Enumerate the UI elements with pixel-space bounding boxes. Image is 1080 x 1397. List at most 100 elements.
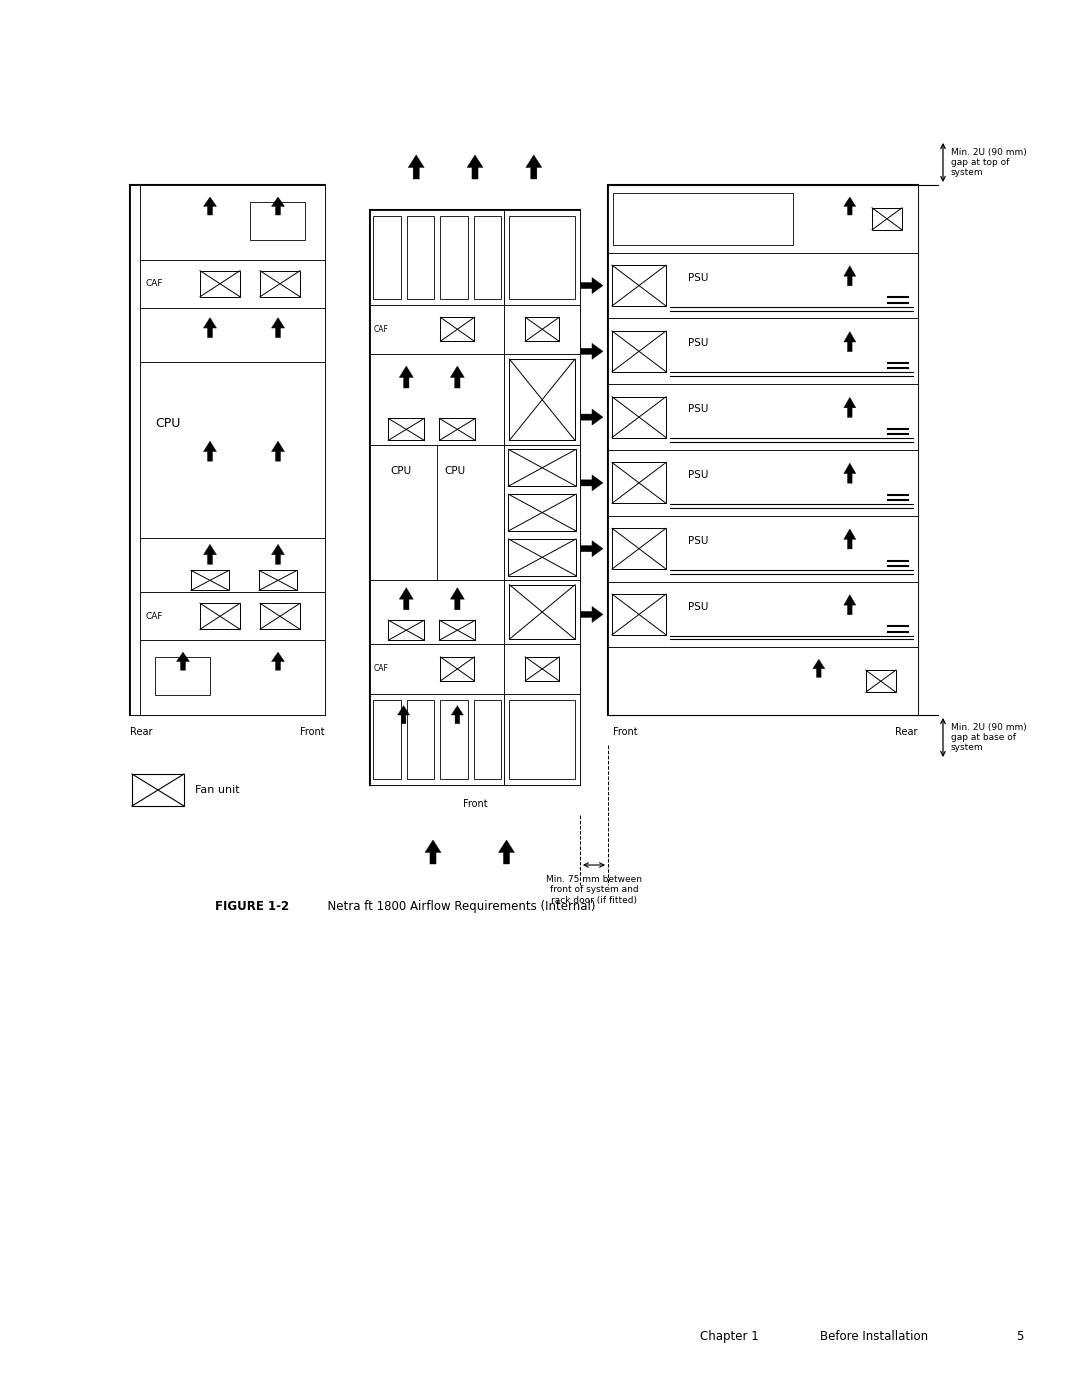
Polygon shape	[450, 588, 464, 609]
Text: Fan unit: Fan unit	[195, 785, 240, 795]
Text: PSU: PSU	[688, 536, 708, 546]
Polygon shape	[581, 475, 603, 490]
Text: Min. 2U (90 mm)
gap at top of
system: Min. 2U (90 mm) gap at top of system	[951, 148, 1027, 177]
Bar	[509, 539, 576, 576]
Bar	[140, 184, 325, 260]
Polygon shape	[581, 278, 603, 293]
Text: Front: Front	[300, 726, 325, 738]
Bar	[389, 418, 424, 440]
Text: CPU: CPU	[444, 465, 465, 475]
Polygon shape	[271, 197, 284, 215]
Bar	[260, 604, 300, 629]
Bar	[406, 700, 434, 780]
Bar	[525, 657, 559, 680]
Bar	[866, 671, 895, 692]
Polygon shape	[499, 840, 514, 863]
Bar	[504, 305, 580, 353]
Text: PSU: PSU	[688, 469, 708, 481]
Polygon shape	[400, 366, 414, 388]
Polygon shape	[271, 441, 284, 461]
Bar	[373, 217, 401, 299]
Bar	[504, 446, 580, 580]
Bar	[200, 271, 240, 296]
Bar	[249, 203, 305, 240]
Bar	[510, 217, 575, 299]
Text: FIGURE 1-2: FIGURE 1-2	[215, 900, 289, 914]
Bar	[140, 307, 325, 362]
Polygon shape	[813, 659, 825, 678]
Bar	[612, 265, 666, 306]
Bar	[440, 620, 475, 640]
Polygon shape	[581, 344, 603, 359]
Polygon shape	[467, 155, 483, 179]
Bar	[370, 210, 504, 305]
Bar	[130, 184, 140, 715]
Bar	[510, 585, 575, 640]
Text: CPU: CPU	[156, 416, 180, 430]
Bar	[260, 271, 300, 296]
Bar	[612, 397, 666, 437]
Bar	[612, 528, 666, 569]
Bar	[608, 184, 918, 715]
Bar	[612, 462, 666, 503]
Bar	[509, 450, 576, 486]
Bar	[441, 657, 474, 680]
Text: PSU: PSU	[688, 602, 708, 612]
Bar	[441, 700, 468, 780]
Text: Netra ft 1800 Airflow Requirements (Internal): Netra ft 1800 Airflow Requirements (Inte…	[320, 900, 595, 914]
Bar	[140, 592, 325, 640]
Bar	[474, 217, 501, 299]
Bar	[525, 317, 559, 341]
Polygon shape	[203, 441, 216, 461]
Polygon shape	[451, 705, 463, 724]
Bar	[200, 604, 240, 629]
Bar	[370, 446, 504, 580]
Bar	[872, 208, 902, 231]
Polygon shape	[450, 366, 464, 388]
Polygon shape	[176, 652, 189, 671]
Text: Min. 2U (90 mm)
gap at base of
system: Min. 2U (90 mm) gap at base of system	[951, 722, 1027, 753]
Bar	[406, 217, 434, 299]
Text: Chapter 1: Chapter 1	[700, 1330, 759, 1343]
Bar	[608, 581, 918, 647]
Polygon shape	[400, 588, 414, 609]
Polygon shape	[271, 652, 284, 671]
Bar	[510, 359, 575, 440]
Bar	[440, 418, 475, 440]
Bar	[474, 700, 501, 780]
Bar	[612, 331, 666, 372]
Text: PSU: PSU	[688, 404, 708, 415]
Text: CAF: CAF	[374, 324, 389, 334]
Bar	[613, 193, 793, 244]
Bar	[370, 353, 504, 446]
Polygon shape	[203, 545, 216, 564]
Text: CAF: CAF	[145, 612, 162, 620]
Bar	[156, 657, 210, 696]
Bar	[140, 640, 325, 715]
Bar	[504, 694, 580, 785]
Bar	[504, 644, 580, 694]
Bar	[504, 210, 580, 305]
Bar	[140, 260, 325, 307]
Polygon shape	[843, 529, 855, 549]
Text: CPU: CPU	[390, 465, 411, 475]
Text: Rear: Rear	[895, 726, 918, 738]
Polygon shape	[426, 840, 441, 863]
Text: CAF: CAF	[145, 279, 162, 288]
Polygon shape	[203, 317, 216, 338]
Text: Front: Front	[462, 799, 487, 809]
Bar	[612, 594, 666, 634]
Text: PSU: PSU	[688, 338, 708, 348]
Bar	[373, 700, 401, 780]
Polygon shape	[843, 265, 855, 286]
Polygon shape	[408, 155, 424, 179]
Bar	[140, 362, 325, 538]
Polygon shape	[581, 541, 603, 556]
Bar	[370, 305, 504, 353]
Bar	[608, 319, 918, 384]
Bar	[509, 495, 576, 531]
Bar	[130, 184, 325, 715]
Bar	[140, 538, 325, 592]
Bar	[441, 317, 474, 341]
Polygon shape	[843, 595, 855, 615]
